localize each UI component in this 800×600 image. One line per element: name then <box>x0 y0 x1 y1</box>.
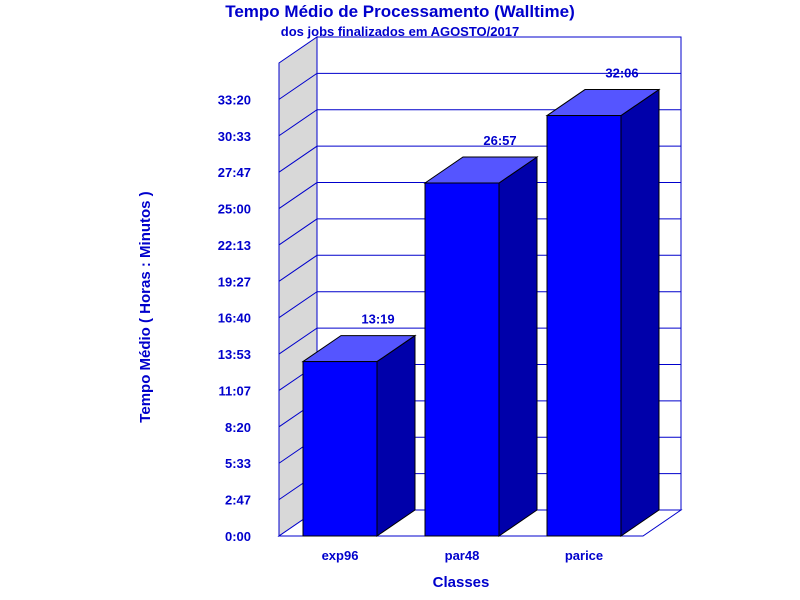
y-tick-label: 5:33 <box>225 456 251 471</box>
chart-subtitle: dos jobs finalizados em AGOSTO/2017 <box>281 24 519 39</box>
y-tick-label: 2:47 <box>225 493 251 508</box>
y-tick-label: 19:27 <box>218 274 251 289</box>
y-tick-label: 25:00 <box>218 202 251 217</box>
plot-area: 0:00 2:47 5:33 8:20 11:07 13:53 16:40 19:27 22:1… <box>218 36 683 563</box>
y-tick-label: 0:00 <box>225 529 251 544</box>
data-label: 26:57 <box>483 133 516 148</box>
data-label: 13:19 <box>361 312 394 327</box>
y-tick-label: 16:40 <box>218 311 251 326</box>
gridline <box>278 72 681 100</box>
bar <box>302 361 378 537</box>
bar <box>546 115 622 537</box>
y-tick-label: 27:47 <box>218 165 251 180</box>
bar-side <box>376 334 416 537</box>
y-tick-label: 33:20 <box>218 92 251 107</box>
data-label: 32:06 <box>605 66 638 81</box>
y-tick-label: 11:07 <box>218 383 251 398</box>
y-tick-label: 30:33 <box>218 129 251 144</box>
bar-side <box>620 88 660 537</box>
x-tick-label: exp96 <box>322 548 359 563</box>
x-axis-label: Classes <box>433 574 490 591</box>
y-tick-label: 22:13 <box>218 238 251 253</box>
y-tick-label: 13:53 <box>218 347 251 362</box>
x-tick-label: parice <box>565 548 603 563</box>
chart-title: Tempo Médio de Processamento (Walltime) <box>225 2 575 21</box>
bar <box>424 182 500 537</box>
y-axis-label: Tempo Médio ( Horas : Minutos ) <box>137 191 154 422</box>
bar-side <box>498 156 538 537</box>
x-tick-label: par48 <box>445 548 480 563</box>
y-tick-label: 8:20 <box>225 420 251 435</box>
